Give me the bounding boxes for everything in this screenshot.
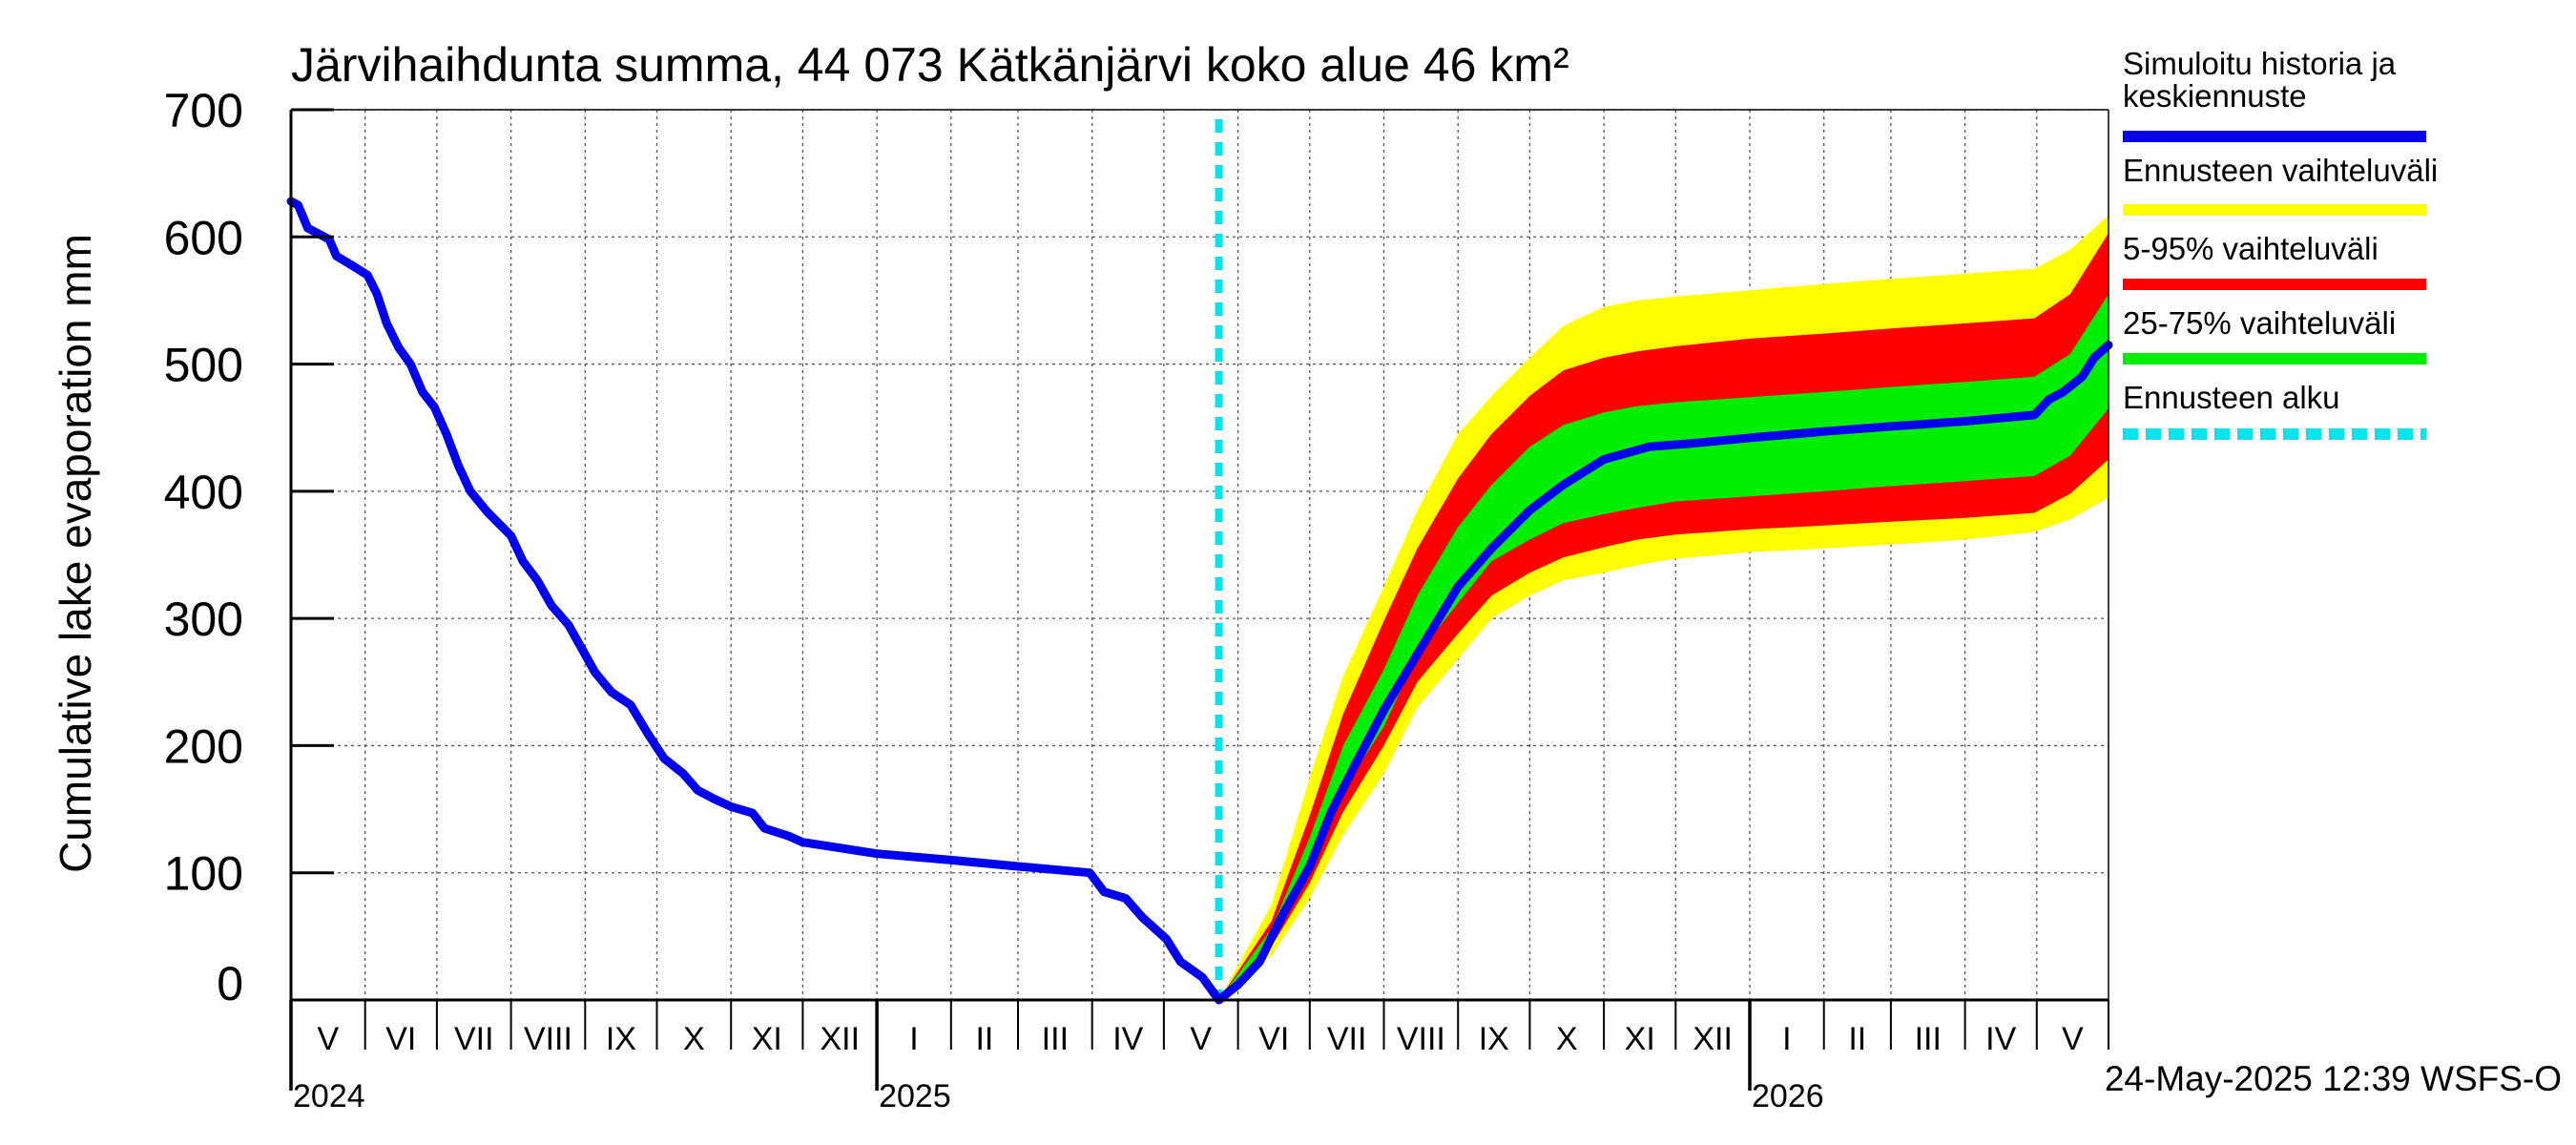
year-label: 2025	[879, 1078, 951, 1114]
y-tick-label: 200	[164, 719, 243, 773]
legend-label-line2: keskiennuste	[2123, 78, 2307, 114]
month-label: VIII	[524, 1021, 572, 1057]
month-labels: V VI VII VIII IX X XI XII I II III IV V VI VII VIII IX X X…	[318, 1021, 2085, 1057]
legend-label: 25-75% vaihteluväli	[2123, 305, 2396, 341]
month-label: VII	[454, 1021, 494, 1057]
month-label: VI	[1258, 1021, 1289, 1057]
month-label: IX	[1479, 1021, 1509, 1057]
month-label: II	[1848, 1021, 1866, 1057]
y-tick-label: 700	[164, 84, 243, 137]
month-label: VIII	[1397, 1021, 1445, 1057]
y-tick-label: 400	[164, 466, 243, 519]
chart-title: Järvihaihdunta summa, 44 073 Kätkänjärvi…	[291, 38, 1569, 92]
timestamp-footer: 24-May-2025 12:39 WSFS-O	[2105, 1059, 2562, 1098]
month-label: X	[1556, 1021, 1578, 1057]
month-label: IV	[1985, 1021, 2016, 1057]
month-label: X	[683, 1021, 705, 1057]
month-label: XII	[820, 1021, 860, 1057]
month-label: V	[1190, 1021, 1212, 1057]
legend-label: 5-95% vaihteluväli	[2123, 231, 2379, 266]
month-label: I	[1782, 1021, 1791, 1057]
series-layer	[286, 197, 2113, 1005]
month-label: XII	[1693, 1021, 1733, 1057]
band-25-75-vaihteluv-li	[1218, 294, 2109, 1000]
month-label: XI	[1625, 1021, 1655, 1057]
year-labels: 2024 2025 2026	[293, 1078, 1824, 1114]
month-label: IX	[606, 1021, 636, 1057]
month-label: V	[318, 1021, 340, 1057]
y-tick-label: 100	[164, 847, 243, 901]
y-tick-label: 300	[164, 593, 243, 646]
month-label: VI	[385, 1021, 416, 1057]
y-tick-label: 600	[164, 211, 243, 264]
year-label: 2026	[1752, 1078, 1824, 1114]
month-label: I	[909, 1021, 918, 1057]
month-label: IV	[1112, 1021, 1143, 1057]
y-axis-label: Cumulative lake evaporation mm	[51, 234, 100, 873]
axes	[289, 108, 2109, 1091]
year-label: 2024	[293, 1078, 365, 1114]
month-label: VII	[1327, 1021, 1367, 1057]
series-line-mean	[286, 197, 2113, 1005]
legend-label: Ennusteen alku	[2123, 380, 2340, 415]
grid-lines	[291, 109, 2109, 1000]
month-label: III	[1915, 1021, 1942, 1057]
month-label: XI	[752, 1021, 782, 1057]
month-label: III	[1042, 1021, 1069, 1057]
month-label: V	[2062, 1021, 2084, 1057]
month-label: II	[975, 1021, 993, 1057]
y-tick-labels: 0 100 200 300 400 500 600 700	[164, 84, 243, 1010]
y-tick-label: 500	[164, 339, 243, 392]
y-tick-label: 0	[217, 957, 243, 1010]
legend-label: Ennusteen vaihteluväli	[2123, 153, 2438, 188]
legend-label: Simuloitu historia ja	[2123, 46, 2397, 81]
